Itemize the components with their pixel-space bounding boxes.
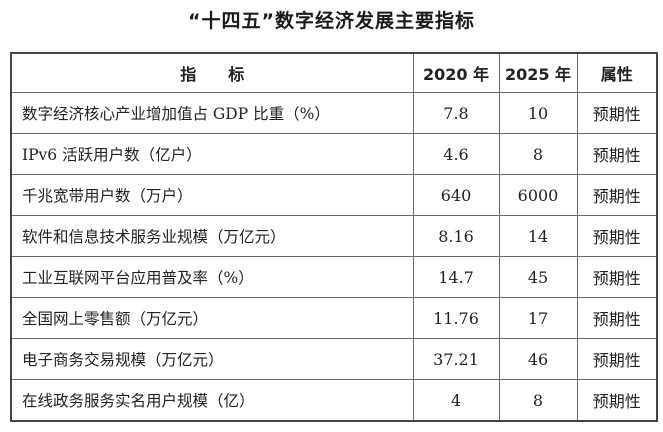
value-2020: 11.76 xyxy=(412,297,500,339)
value-2020: 8.16 xyxy=(412,215,500,257)
attribute-cell: 预期性 xyxy=(576,379,658,422)
indicator-name: 在线政务服务实名用户规模（亿） xyxy=(10,379,414,422)
indicator-name: 全国网上零售额（万亿元） xyxy=(10,297,414,339)
attribute-cell: 预期性 xyxy=(576,174,658,216)
table-title: “十四五”数字经济发展主要指标 xyxy=(188,10,475,32)
table-row: 软件和信息技术服务业规模（万亿元） 8.16 14 预期性 xyxy=(10,215,658,257)
value-2020: 7.8 xyxy=(412,92,500,134)
header-indicator: 指 标 xyxy=(10,52,414,93)
value-2020: 4.6 xyxy=(412,133,500,175)
attribute-cell: 预期性 xyxy=(576,215,658,257)
value-2020: 37.21 xyxy=(412,338,500,380)
indicator-name: 数字经济核心产业增加值占 GDP 比重（%） xyxy=(10,92,414,134)
indicator-name: IPv6 活跃用户数（亿户） xyxy=(10,133,414,175)
table-row: 数字经济核心产业增加值占 GDP 比重（%） 7.8 10 预期性 xyxy=(10,92,658,134)
indicators-table: 指 标 2020 年 2025 年 属性 数字经济核心产业增加值占 GDP 比重… xyxy=(10,52,658,422)
header-year-2020: 2020 年 xyxy=(412,52,500,93)
table-row: 千兆宽带用户数（万户） 640 6000 预期性 xyxy=(10,174,658,216)
value-2020: 14.7 xyxy=(412,256,500,298)
value-2020: 640 xyxy=(412,174,500,216)
value-2025: 10 xyxy=(498,92,578,134)
indicator-name: 千兆宽带用户数（万户） xyxy=(10,174,414,216)
indicator-name: 工业互联网平台应用普及率（%） xyxy=(10,256,414,298)
value-2025: 46 xyxy=(498,338,578,380)
value-2025: 8 xyxy=(498,133,578,175)
table-header-row: 指 标 2020 年 2025 年 属性 xyxy=(10,52,658,93)
table-row: 在线政务服务实名用户规模（亿） 4 8 预期性 xyxy=(10,379,658,422)
value-2025: 8 xyxy=(498,379,578,422)
table-row: IPv6 活跃用户数（亿户） 4.6 8 预期性 xyxy=(10,133,658,175)
attribute-cell: 预期性 xyxy=(576,297,658,339)
table-row: 工业互联网平台应用普及率（%） 14.7 45 预期性 xyxy=(10,256,658,298)
attribute-cell: 预期性 xyxy=(576,338,658,380)
header-year-2025: 2025 年 xyxy=(498,52,578,93)
indicator-name: 电子商务交易规模（万亿元） xyxy=(10,338,414,380)
attribute-cell: 预期性 xyxy=(576,133,658,175)
attribute-cell: 预期性 xyxy=(576,256,658,298)
value-2025: 14 xyxy=(498,215,578,257)
indicator-name: 软件和信息技术服务业规模（万亿元） xyxy=(10,215,414,257)
table-row: 电子商务交易规模（万亿元） 37.21 46 预期性 xyxy=(10,338,658,380)
value-2020: 4 xyxy=(412,379,500,422)
attribute-cell: 预期性 xyxy=(576,92,658,134)
header-attribute: 属性 xyxy=(576,52,658,93)
value-2025: 17 xyxy=(498,297,578,339)
value-2025: 6000 xyxy=(498,174,578,216)
value-2025: 45 xyxy=(498,256,578,298)
table-row: 全国网上零售额（万亿元） 11.76 17 预期性 xyxy=(10,297,658,339)
